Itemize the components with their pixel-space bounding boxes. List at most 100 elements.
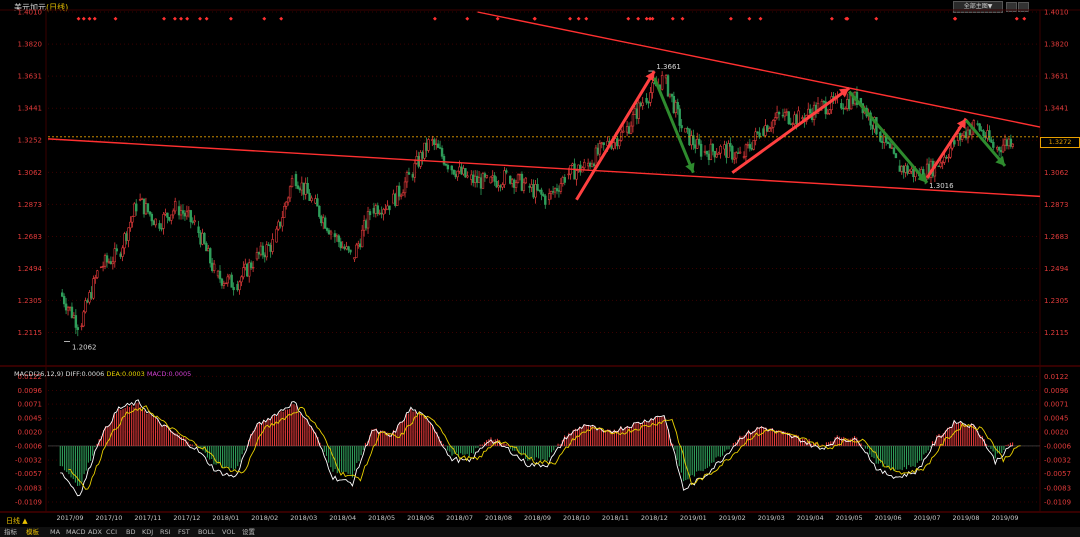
candle-body [600,142,603,144]
candle-body [470,174,473,180]
candle-body [660,75,664,90]
candle-body [343,246,346,250]
x-tick-label: 2019/02 [719,514,746,522]
wave-down-arrow-head [917,172,928,183]
macd-y-tick-left: 0.0071 [18,401,43,409]
candle-body [912,168,915,178]
candle-body [542,194,545,197]
candle-body [649,92,652,103]
indicator-tab[interactable]: FST [178,528,190,536]
candle-body [904,165,907,173]
candle-body [849,95,853,110]
candle-body [164,212,167,215]
macd-y-tick-right: 0.0122 [1044,373,1069,381]
candle-body [207,248,210,252]
candle-body [509,175,512,184]
candle-body [742,156,746,158]
signal-marker: ◆ [433,16,437,22]
candle-body [316,198,319,207]
indicator-tab[interactable]: ADX [88,528,102,536]
candle-body [960,135,964,140]
indicator-tab[interactable]: RSI [160,528,171,536]
macd-y-tick-right: -0.0057 [1044,470,1071,478]
candle-body [980,129,983,132]
indicator-tab[interactable]: 设置 [242,528,255,536]
price-y-tick-right: 1.3062 [1044,169,1069,177]
macd-y-tick-right: -0.0083 [1044,484,1071,492]
candle-body [719,146,722,154]
x-tick-label: 2018/04 [329,514,356,522]
signal-marker: ◆ [205,16,209,22]
candle-body [536,184,539,191]
indicator-tab[interactable]: 指标 [4,528,17,536]
candle-body [762,128,765,136]
macd-title: MACD(26,12,9) [14,370,64,378]
candle-body [162,214,165,229]
candle-body [544,195,547,205]
candle-body [746,144,750,146]
candle-body [224,282,228,285]
close-icon[interactable] [1018,2,1029,12]
period-button[interactable]: 日线 ▲ [6,517,28,525]
price-y-tick-right: 1.2873 [1044,201,1069,209]
candle-body [103,255,107,267]
candle-body [446,164,450,170]
indicator-tab[interactable]: BOLL [198,528,215,536]
minimize-icon[interactable] [1006,2,1017,12]
macd-y-tick-left: -0.0109 [15,499,42,507]
macd-y-tick-right: -0.0109 [1044,499,1071,507]
candle-body [125,233,128,241]
candle-body [477,177,481,183]
candle-body [382,209,385,215]
signal-marker: ◆ [830,16,834,22]
candle-body [736,152,740,154]
indicator-tab[interactable]: 模板 [26,528,39,536]
candle-body [503,170,506,185]
candle-body [290,178,294,188]
indicator-tab[interactable]: MACD [66,528,86,536]
candle-body [625,126,629,133]
candle-body [596,147,600,155]
candle-body [281,217,284,227]
candle-body [493,175,496,182]
candle-body [707,153,711,160]
candle-body [431,139,434,141]
price-y-tick-left: 1.2305 [18,297,43,305]
candle-body [551,191,555,193]
candle-body [298,188,302,191]
signal-marker: ◆ [681,16,685,22]
signal-marker: ◆ [88,16,92,22]
candle-body [392,193,395,204]
signal-marker: ◆ [953,16,957,22]
candle-body [244,263,247,268]
candle-body [259,245,263,255]
candle-body [72,315,76,318]
candle-body [396,185,399,206]
candle-body [349,249,352,253]
indicator-tab[interactable]: VOL [222,528,236,536]
candle-body [372,207,376,214]
signal-marker: ◆ [77,16,81,22]
candle-body [573,163,576,180]
candle-body [131,216,134,223]
candle-body [631,114,635,127]
candle-body [249,262,253,269]
candle-body [397,185,401,197]
candle-body [590,163,594,167]
candle-body [641,102,644,107]
candle-body [183,213,187,217]
candle-body [191,221,194,223]
candle-body [144,203,148,215]
candle-body [360,229,364,248]
indicator-tab[interactable]: CCI [106,528,117,536]
indicator-tab[interactable]: KDJ [142,528,154,536]
indicator-tab[interactable]: BD [126,528,136,536]
indicator-tab[interactable]: MA [50,528,61,536]
candle-body [571,163,574,166]
candle-body [94,277,97,279]
candle-body [483,173,487,178]
macd-y-tick-right: 0.0096 [1044,387,1069,395]
candle-body [345,246,348,250]
candle-body [142,198,146,215]
current-price-tag: 1.3272 [1040,137,1080,148]
